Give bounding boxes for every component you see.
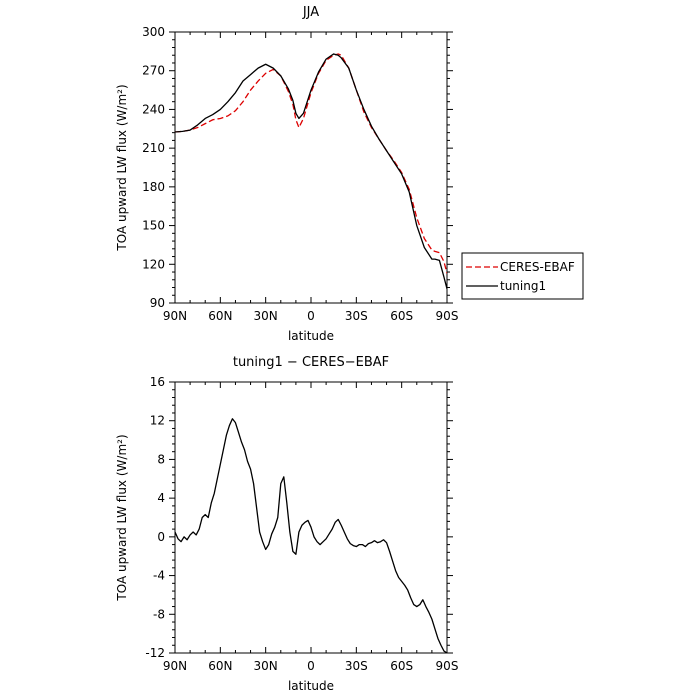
- x-tick-label: 60S: [390, 659, 413, 673]
- y-tick-label: 150: [142, 219, 165, 233]
- legend: CERES-EBAF tuning1: [461, 252, 584, 300]
- x-tick-label: 0: [307, 309, 315, 323]
- x-tick-label: 30S: [345, 659, 368, 673]
- y-tick-label: 240: [142, 102, 165, 116]
- y-tick-label: 16: [150, 375, 165, 389]
- y-tick-label: 300: [142, 25, 165, 39]
- chart-title: tuning1 − CERES−EBAF: [233, 355, 389, 370]
- y-axis-title: TOA upward LW flux (W/m²): [115, 434, 129, 601]
- y-tick-label: 180: [142, 180, 165, 194]
- x-tick-label: 30N: [254, 659, 278, 673]
- x-tick-label: 30N: [254, 309, 278, 323]
- x-tick-label: 60S: [390, 309, 413, 323]
- y-tick-label: 90: [150, 296, 165, 310]
- legend-box: [461, 252, 584, 300]
- series-line-ceres-ebaf: [175, 53, 447, 274]
- y-tick-label: -8: [153, 607, 165, 621]
- chart-title: JJA: [302, 5, 319, 20]
- y-tick-label: -12: [145, 646, 165, 660]
- y-tick-label: 4: [157, 491, 165, 505]
- plot-frame: [174, 31, 448, 304]
- x-tick-label: 30S: [345, 309, 368, 323]
- y-tick-label: 120: [142, 257, 165, 271]
- x-tick-label: 90S: [436, 309, 459, 323]
- plot-frame: [174, 381, 448, 654]
- chart-panel-2: 90N 60N 30N 0 30S 60S 90S -12 -8 -4 0 4 8 12 16 tuning1…: [115, 355, 458, 693]
- y-tick-label: 8: [157, 452, 165, 466]
- x-tick-label: 90N: [163, 659, 187, 673]
- x-tick-label: 90N: [163, 309, 187, 323]
- x-tick-label: 60N: [208, 309, 232, 323]
- x-tick-label: 0: [307, 659, 315, 673]
- y-tick-label: 12: [150, 414, 165, 428]
- y-tick-label: 270: [142, 64, 165, 78]
- x-tick-label: 90S: [436, 659, 459, 673]
- chart-panel-1: 90N 60N 30N 0 30S 60S 90S 90 120 150 180 210 240 270 3…: [115, 5, 584, 343]
- legend-label: tuning1: [500, 279, 546, 293]
- series-line-difference: [175, 418, 447, 653]
- x-tick-label: 60N: [208, 659, 232, 673]
- y-tick-label: 0: [157, 530, 165, 544]
- series-line-tuning1: [175, 53, 447, 289]
- y-tick-label: 210: [142, 141, 165, 155]
- x-axis-title: latitude: [288, 679, 334, 693]
- legend-label: CERES-EBAF: [500, 260, 575, 274]
- y-tick-label: -4: [153, 569, 165, 583]
- x-axis-title: latitude: [288, 329, 334, 343]
- y-axis-title: TOA upward LW flux (W/m²): [115, 84, 129, 251]
